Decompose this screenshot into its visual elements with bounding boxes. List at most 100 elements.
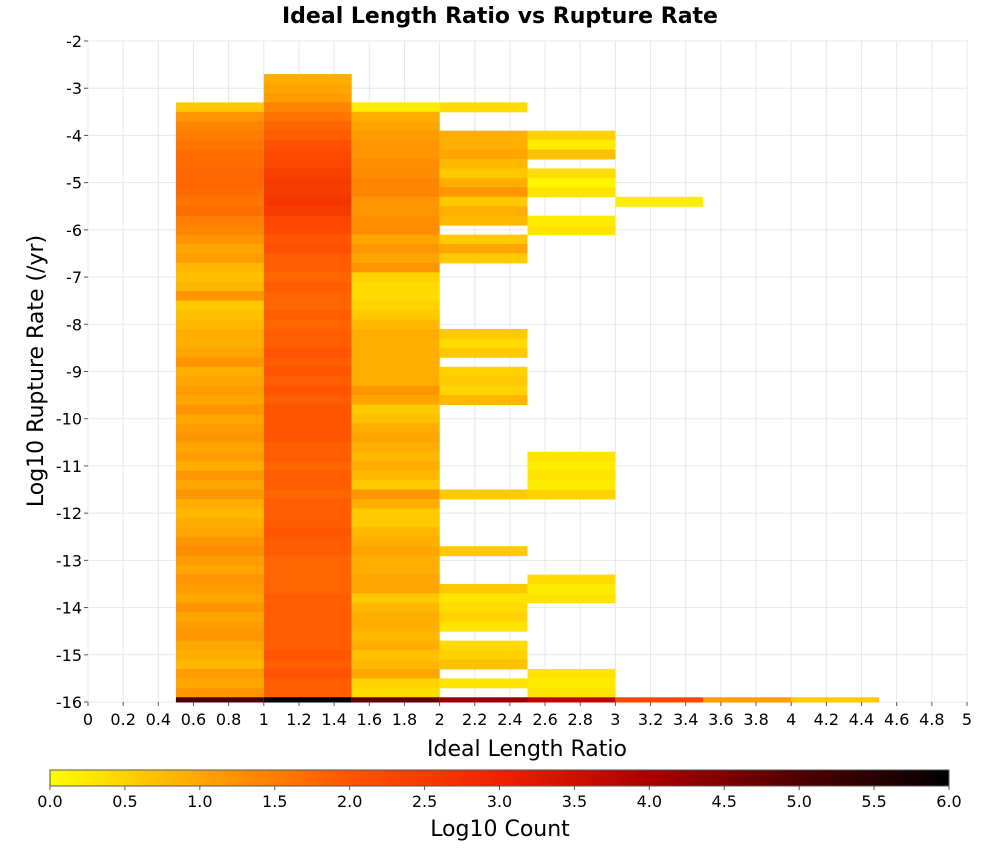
y-tick-label: -2 bbox=[66, 32, 82, 51]
y-tick-label: -4 bbox=[66, 126, 82, 145]
heatmap-cell bbox=[351, 395, 440, 406]
y-tick-label: -12 bbox=[56, 504, 82, 523]
heatmap-cell bbox=[263, 527, 352, 538]
heatmap-cell bbox=[263, 74, 352, 84]
heatmap-cell bbox=[263, 650, 352, 661]
x-tick-label: 3.6 bbox=[708, 710, 733, 729]
heatmap-cell bbox=[351, 659, 440, 670]
heatmap-cell bbox=[263, 215, 352, 226]
heatmap-cell bbox=[351, 489, 440, 500]
heatmap-cell bbox=[263, 480, 352, 491]
heatmap-cell bbox=[439, 347, 528, 358]
heatmap-cell bbox=[175, 678, 264, 689]
y-tick-label: -8 bbox=[66, 315, 82, 334]
heatmap-cell bbox=[351, 121, 440, 132]
x-axis-ticks: 0 0.2 0.4 0.6 0.8 1 1.2 1.4 1.6 1.8 2 2.2 2.4 2.6 2.8 3… bbox=[83, 702, 972, 729]
heatmap-cell bbox=[351, 300, 440, 311]
heatmap-cell bbox=[527, 215, 616, 226]
heatmap-cell bbox=[439, 168, 528, 179]
heatmap-cell bbox=[263, 621, 352, 632]
heatmap-cell bbox=[527, 461, 616, 472]
heatmap-cell bbox=[175, 177, 264, 188]
heatmap-cell bbox=[439, 366, 528, 377]
heatmap-cell bbox=[263, 697, 352, 703]
heatmap-cell bbox=[263, 310, 352, 321]
heatmap-cell bbox=[263, 262, 352, 273]
heatmap-cell bbox=[175, 244, 264, 254]
x-tick-label: 2 bbox=[435, 710, 445, 729]
heatmap-cell bbox=[175, 640, 264, 651]
heatmap-cell bbox=[351, 527, 440, 538]
heatmap-cell bbox=[175, 253, 264, 264]
colorbar bbox=[49, 769, 950, 787]
heatmap-cell bbox=[439, 659, 528, 670]
heatmap-cell bbox=[263, 244, 352, 254]
y-tick-label: -15 bbox=[56, 646, 82, 665]
heatmap-cell bbox=[175, 347, 264, 358]
heatmap-cell bbox=[175, 668, 264, 679]
heatmap-cell bbox=[175, 555, 264, 566]
heatmap-cell bbox=[263, 357, 352, 368]
heatmap-cell bbox=[439, 215, 528, 226]
heatmap-cell bbox=[527, 583, 616, 594]
heatmap-cell bbox=[351, 140, 440, 151]
heatmap-cell bbox=[527, 593, 616, 604]
heatmap-cell bbox=[351, 413, 440, 424]
x-tick-label: 3.2 bbox=[638, 710, 663, 729]
heatmap-cell bbox=[351, 555, 440, 566]
heatmap-cell bbox=[175, 480, 264, 491]
heatmap-cell bbox=[527, 480, 616, 491]
heatmap-cell bbox=[263, 687, 352, 698]
colorbar-tick-label: 0.5 bbox=[112, 792, 137, 811]
heatmap-cell bbox=[263, 498, 352, 509]
heatmap-cell bbox=[175, 310, 264, 321]
heatmap-cell bbox=[439, 159, 528, 169]
x-tick-label: 2.6 bbox=[532, 710, 557, 729]
heatmap-cell bbox=[263, 319, 352, 330]
heatmap-cell bbox=[439, 140, 528, 151]
colorbar-tick-label: 1.5 bbox=[262, 792, 287, 811]
y-tick-label: -10 bbox=[56, 410, 82, 429]
heatmap-cell bbox=[175, 300, 264, 311]
heatmap-cell bbox=[175, 546, 264, 557]
heatmap-cell bbox=[527, 130, 616, 141]
chart-title: Ideal Length Ratio vs Rupture Rate bbox=[282, 4, 718, 29]
colorbar-tick-label: 2.0 bbox=[337, 792, 362, 811]
heatmap-cell bbox=[439, 234, 528, 245]
heatmap-cell bbox=[175, 159, 264, 169]
heatmap-cell bbox=[175, 234, 264, 245]
heatmap-cell bbox=[175, 149, 264, 160]
heatmap-cell bbox=[263, 272, 352, 283]
heatmap-cell bbox=[263, 329, 352, 339]
x-tick-label: 1.4 bbox=[321, 710, 346, 729]
heatmap-cell bbox=[351, 498, 440, 509]
heatmap-cell bbox=[175, 461, 264, 472]
heatmap-cell bbox=[175, 121, 264, 132]
heatmap-cell bbox=[263, 593, 352, 604]
heatmap-cell bbox=[175, 423, 264, 434]
heatmap-cell bbox=[263, 168, 352, 179]
heatmap-cell bbox=[351, 366, 440, 377]
x-tick-label: 4.6 bbox=[884, 710, 909, 729]
heatmap-cell bbox=[791, 697, 880, 703]
heatmap-cell bbox=[263, 489, 352, 500]
heatmap-cell bbox=[263, 574, 352, 585]
heatmap-cell bbox=[351, 111, 440, 122]
heatmap-cell bbox=[351, 442, 440, 453]
heatmap-cell bbox=[175, 102, 264, 113]
heatmap-cell bbox=[351, 329, 440, 339]
heatmap-cell bbox=[175, 574, 264, 585]
heatmap-cell bbox=[263, 413, 352, 424]
heatmap-cell bbox=[527, 149, 616, 160]
heatmap-cell bbox=[351, 602, 440, 613]
heatmap-cell bbox=[175, 612, 264, 623]
heatmap-cell bbox=[263, 659, 352, 670]
heatmap-cell bbox=[351, 621, 440, 632]
heatmap-cell bbox=[351, 461, 440, 472]
heatmap-cell bbox=[263, 130, 352, 141]
heatmap-cell bbox=[175, 659, 264, 670]
x-tick-label: 2.2 bbox=[462, 710, 487, 729]
heatmap-cell bbox=[263, 470, 352, 481]
heatmap-cell bbox=[351, 678, 440, 689]
heatmap-cell bbox=[527, 470, 616, 481]
